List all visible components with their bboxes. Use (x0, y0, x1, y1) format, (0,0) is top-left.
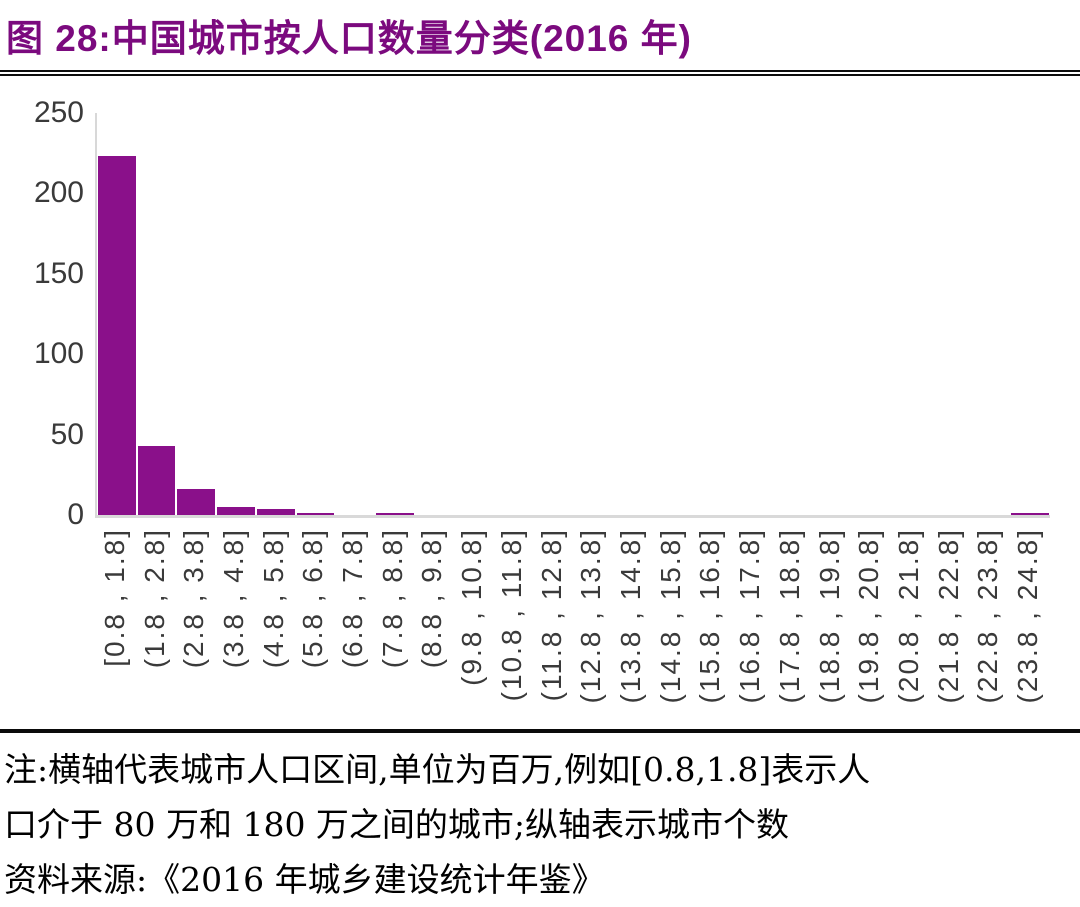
x-tick-label: (17.8 , 18.8] (773, 528, 805, 704)
x-tick-slot: (22.8 , 23.8] (968, 528, 1008, 727)
figure-title: 图 28:中国城市按人口数量分类(2016 年) (6, 18, 692, 59)
bar (1011, 513, 1049, 515)
x-tick-label: (1.8 , 2.8] (138, 528, 170, 669)
bar-slot (812, 113, 852, 515)
bar-slot (851, 113, 891, 515)
bar-slot (454, 113, 494, 515)
y-tick-label: 250 (33, 96, 84, 129)
x-tick-slot: (15.8 , 16.8] (691, 528, 731, 727)
y-tick-label: 50 (50, 417, 84, 451)
x-tick-label: (23.8 , 24.8] (1012, 528, 1044, 704)
x-tick-label: (14.8 , 15.8] (654, 528, 686, 704)
x-tick-slot: (7.8 , 8.8] (373, 528, 413, 727)
note-separator (0, 729, 1080, 733)
bar-slot (970, 113, 1010, 515)
y-tick-label: 100 (33, 337, 84, 371)
bar-slot (534, 113, 574, 515)
bar-slot (772, 113, 812, 515)
x-tick-label: (7.8 , 8.8] (376, 528, 408, 669)
x-tick-slot: (20.8 , 21.8] (889, 528, 929, 727)
x-tick-label: (19.8 , 20.8] (853, 528, 885, 704)
plot-area (95, 113, 1050, 518)
bar-slot (216, 113, 256, 515)
bar-slot (296, 113, 336, 515)
bar (177, 489, 216, 515)
x-tick-slot: (10.8 , 11.8] (492, 528, 532, 727)
x-tick-slot: (19.8 , 20.8] (849, 528, 889, 727)
bar-slot (97, 113, 137, 515)
x-tick-label: (4.8 , 5.8] (257, 528, 289, 669)
bars-container (97, 113, 1050, 515)
bar-chart: 0 50 100 150 200 250 [0.8 , 1.8] (1.8 , 2.8] (2… (0, 77, 1080, 727)
x-tick-slot: (9.8 , 10.8] (452, 528, 492, 727)
x-tick-slot: (23.8 , 24.8] (1008, 528, 1048, 727)
bar-slot (891, 113, 931, 515)
bar-slot (613, 113, 653, 515)
bar-slot (415, 113, 455, 515)
bar-slot (176, 113, 216, 515)
note-line: 口介于 80 万和 180 万之间的城市;纵轴表示城市个数 (4, 805, 790, 844)
x-tick-label: (8.8 , 9.8] (416, 528, 448, 669)
x-tick-slot: (6.8 , 7.8] (333, 528, 373, 727)
x-axis-tick-labels: [0.8 , 1.8] (1.8 , 2.8] (2.8 , 3.8] (3.8 , … (95, 528, 1048, 727)
bar-slot (375, 113, 415, 515)
x-tick-slot: (16.8 , 17.8] (730, 528, 770, 727)
x-tick-slot: (3.8 , 4.8] (214, 528, 254, 727)
x-tick-label: (3.8 , 4.8] (217, 528, 249, 669)
x-tick-slot: (2.8 , 3.8] (174, 528, 214, 727)
x-tick-label: (15.8 , 16.8] (694, 528, 726, 704)
x-tick-label: (20.8 , 21.8] (892, 528, 924, 704)
bar (98, 156, 136, 515)
bar (296, 513, 335, 515)
x-tick-label: (22.8 , 23.8] (972, 528, 1004, 704)
bar-slot (573, 113, 613, 515)
x-tick-label: (6.8 , 7.8] (337, 528, 369, 669)
x-tick-slot: (18.8 , 19.8] (810, 528, 850, 727)
bar-slot (1010, 113, 1050, 515)
bar-slot (494, 113, 534, 515)
x-tick-slot: (8.8 , 9.8] (413, 528, 453, 727)
x-tick-slot: (1.8 , 2.8] (135, 528, 175, 727)
bar-slot (653, 113, 693, 515)
x-tick-slot: (13.8 , 14.8] (611, 528, 651, 727)
bar-slot (732, 113, 772, 515)
title-separator (0, 70, 1080, 76)
y-tick-label: 150 (33, 256, 84, 290)
bar (375, 513, 414, 515)
x-tick-label: (16.8 , 17.8] (734, 528, 766, 704)
bar (217, 506, 255, 515)
x-tick-label: (9.8 , 10.8] (456, 528, 488, 686)
x-tick-label: (11.8 , 12.8] (535, 528, 567, 702)
x-tick-label: (13.8 , 14.8] (614, 528, 646, 704)
x-tick-slot: (4.8 , 5.8] (254, 528, 294, 727)
x-tick-label: (21.8 , 22.8] (932, 528, 964, 704)
bar-slot (693, 113, 733, 515)
x-tick-label: (5.8 , 6.8] (297, 528, 329, 669)
x-tick-label: (18.8 , 19.8] (813, 528, 845, 704)
x-tick-slot: [0.8 , 1.8] (95, 528, 135, 727)
note-line: 注:横轴代表城市人口区间,单位为百万,例如[0.8,1.8]表示人 (4, 750, 871, 789)
figure-notes: 注:横轴代表城市人口区间,单位为百万,例如[0.8,1.8]表示人 口介于 80… (4, 742, 1074, 907)
x-tick-slot: (21.8 , 22.8] (929, 528, 969, 727)
bar-slot (137, 113, 177, 515)
x-tick-label: (12.8 , 13.8] (575, 528, 607, 704)
y-tick-label: 200 (33, 176, 84, 210)
x-tick-slot: (14.8 , 15.8] (651, 528, 691, 727)
x-tick-label: [0.8 , 1.8] (98, 528, 130, 667)
bar-slot (335, 113, 375, 515)
bar (256, 508, 295, 515)
x-tick-slot: (5.8 , 6.8] (294, 528, 334, 727)
x-tick-label: (2.8 , 3.8] (178, 528, 210, 669)
x-tick-label: (10.8 , 11.8] (495, 528, 527, 702)
x-tick-slot: (12.8 , 13.8] (571, 528, 611, 727)
x-tick-slot: (17.8 , 18.8] (770, 528, 810, 727)
x-tick-slot: (11.8 , 12.8] (532, 528, 572, 727)
bar-slot (256, 113, 296, 515)
bar (137, 445, 176, 515)
bar-slot (931, 113, 971, 515)
y-tick-label: 0 (67, 498, 84, 531)
note-line: 资料来源:《2016 年城乡建设统计年鉴》 (4, 860, 605, 899)
